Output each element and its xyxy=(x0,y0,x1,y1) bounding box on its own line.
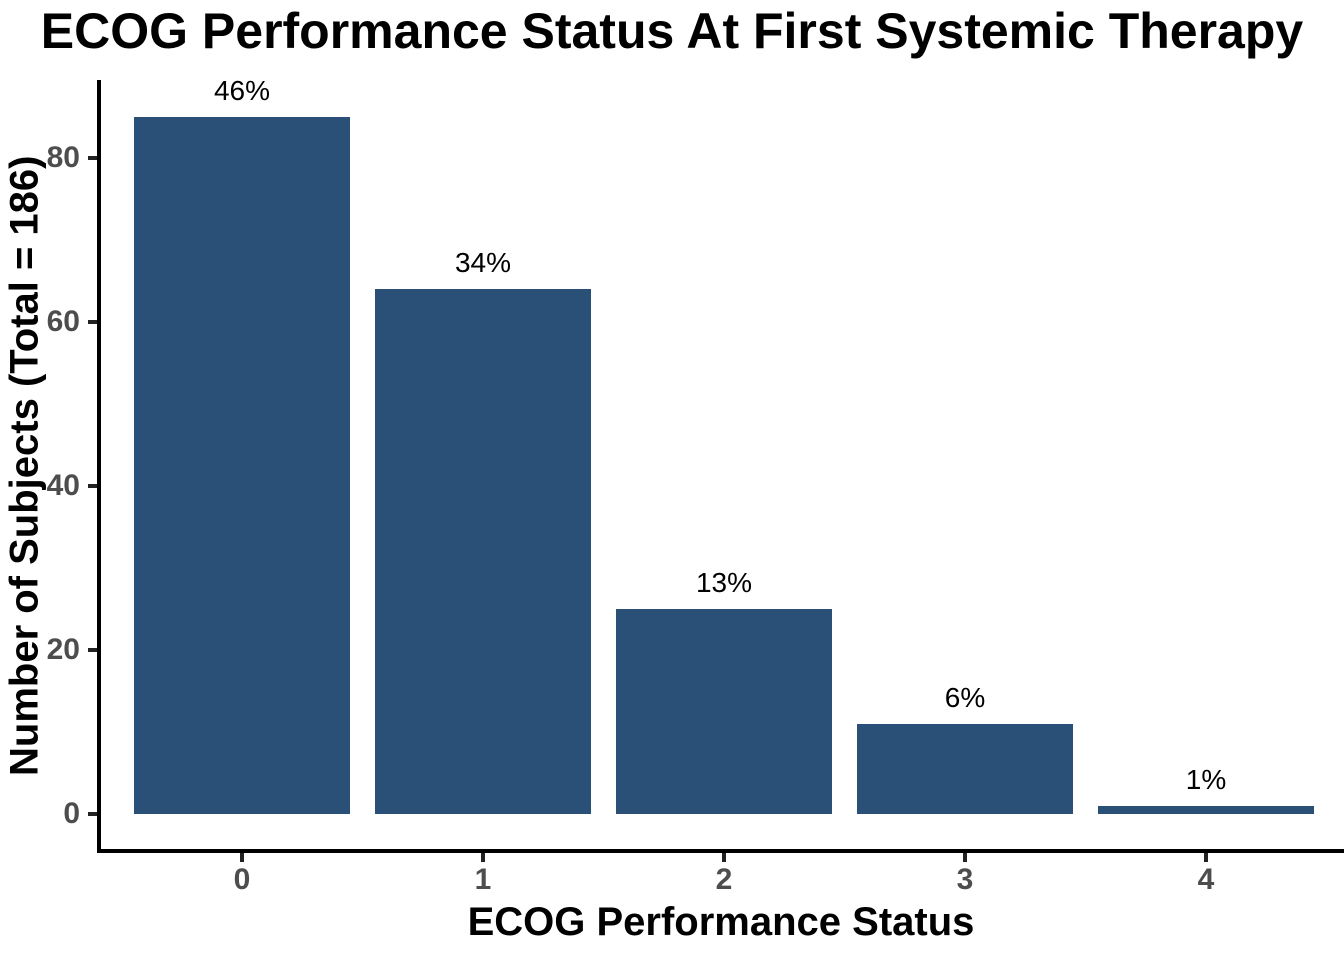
x-tick-mark xyxy=(240,853,244,862)
x-tick-label: 3 xyxy=(956,863,974,896)
x-tick-mark xyxy=(481,853,485,862)
x-tick-mark xyxy=(963,853,967,862)
x-tick-label: 4 xyxy=(1197,863,1215,896)
bar xyxy=(1098,806,1314,814)
x-axis-line xyxy=(97,849,1344,853)
y-axis-title: Number of Subjects (Total = 186) xyxy=(2,155,47,776)
bar-value-label: 34% xyxy=(454,247,512,278)
y-tick-label: 80 xyxy=(46,141,80,174)
y-tick-mark xyxy=(88,812,97,816)
bar-value-label: 6% xyxy=(944,682,986,713)
y-axis-line xyxy=(97,80,101,853)
y-tick-label: 60 xyxy=(46,305,80,338)
bar-value-label: 46% xyxy=(213,75,271,106)
y-tick-mark xyxy=(88,320,97,324)
bar xyxy=(134,117,350,814)
x-tick-label: 0 xyxy=(233,863,251,896)
bar xyxy=(857,724,1073,814)
bar xyxy=(375,289,591,814)
y-tick-label: 0 xyxy=(63,797,80,830)
bar-value-label: 1% xyxy=(1185,764,1227,795)
bar-value-label: 13% xyxy=(695,567,753,598)
y-tick-mark xyxy=(88,648,97,652)
x-axis-title: ECOG Performance Status xyxy=(467,900,975,944)
x-tick-label: 2 xyxy=(715,863,733,896)
x-tick-label: 1 xyxy=(474,863,492,896)
x-tick-mark xyxy=(1204,853,1208,862)
y-tick-label: 20 xyxy=(46,633,80,666)
bar xyxy=(616,609,832,814)
y-tick-mark xyxy=(88,484,97,488)
chart-title: ECOG Performance Status At First Systemi… xyxy=(40,3,1304,59)
y-tick-mark xyxy=(88,156,97,160)
y-tick-label: 40 xyxy=(46,469,80,502)
x-tick-mark xyxy=(722,853,726,862)
